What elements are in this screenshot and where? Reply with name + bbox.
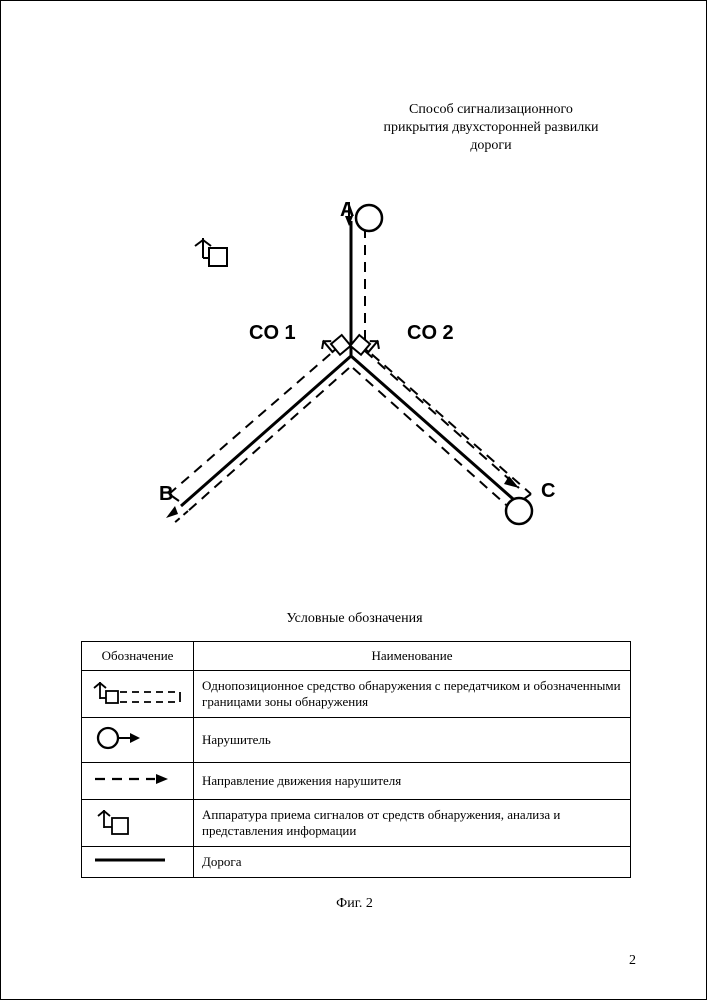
symbol-intruder <box>82 718 194 763</box>
label-b: B <box>159 483 173 505</box>
co2-sensor <box>350 329 383 361</box>
receiver-ant-r <box>203 240 211 246</box>
node-c-circle <box>506 498 532 524</box>
legend-text-intruder: Нарушитель <box>194 718 631 763</box>
co1-zone-lower <box>188 368 349 511</box>
diagram-title: Способ сигнализационного прикрытия двухс… <box>381 101 601 156</box>
label-co2: CO 2 <box>407 322 454 344</box>
legend-row: Дорога <box>82 847 631 878</box>
receiver-box <box>209 248 227 266</box>
legend-table: Обозначение Наименование Однопозиционное… <box>81 641 631 878</box>
fork-diagram: A B C CO 1 CO 2 <box>121 196 561 556</box>
co2-zone-upper <box>359 343 531 494</box>
legend-text-road: Дорога <box>194 847 631 878</box>
label-co1: CO 1 <box>249 322 296 344</box>
symbol-road <box>82 847 194 878</box>
road-left <box>181 356 351 506</box>
label-c: C <box>541 480 555 502</box>
legend-header-name: Наименование <box>194 642 631 671</box>
receiver-ant-l <box>195 240 203 246</box>
legend-text-detector: Однопозиционное средство обнаружения с п… <box>194 671 631 718</box>
arrowhead-b <box>166 506 178 518</box>
legend-text-direction: Направление движения нарушителя <box>194 763 631 800</box>
intruder-path-right <box>365 351 519 488</box>
legend-text-receiver: Аппаратура приема сигналов от средств об… <box>194 800 631 847</box>
legend-row: Нарушитель <box>82 718 631 763</box>
page-number: 2 <box>629 953 636 969</box>
symbol-receiver <box>82 800 194 847</box>
road-right <box>351 356 521 506</box>
legend-title: Условные обозначения <box>1 611 707 627</box>
legend-header-symbol: Обозначение <box>82 642 194 671</box>
page: Способ сигнализационного прикрытия двухс… <box>0 0 707 1000</box>
co1-zone-upper <box>169 343 343 494</box>
symbol-detector <box>82 671 194 718</box>
node-a-circle <box>356 205 382 231</box>
legend-header-row: Обозначение Наименование <box>82 642 631 671</box>
legend-row: Однопозиционное средство обнаружения с п… <box>82 671 631 718</box>
co2-zone-lower <box>353 368 513 511</box>
legend-row: Аппаратура приема сигналов от средств об… <box>82 800 631 847</box>
co1-sensor <box>318 329 351 361</box>
figure-label: Фиг. 2 <box>1 896 707 912</box>
label-a: A <box>340 199 354 221</box>
legend-row: Направление движения нарушителя <box>82 763 631 800</box>
symbol-direction <box>82 763 194 800</box>
